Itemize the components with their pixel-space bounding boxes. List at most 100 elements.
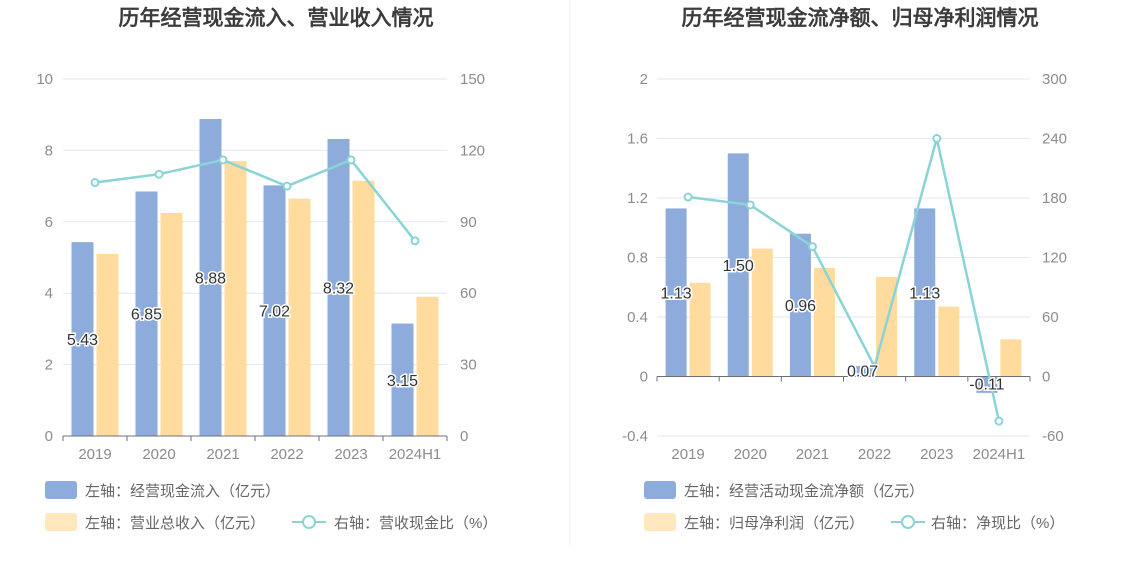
left-tick-label: 1.2 — [627, 190, 648, 207]
legend-label: 左轴：归母净利润（亿元） — [684, 515, 864, 532]
bar-2019-series-1[interactable] — [665, 208, 687, 377]
left-tick-label: 0 — [640, 369, 648, 386]
bar-2020-series-2[interactable] — [751, 248, 773, 377]
x-tick-label: 2022 — [858, 446, 891, 463]
bar-2020-series-1[interactable] — [135, 191, 158, 436]
data-label-2022: 0.07 — [847, 364, 878, 381]
left-tick-label: 0.4 — [627, 309, 648, 326]
bar-2024H1-series-2[interactable] — [416, 296, 439, 436]
right-tick-label: 60 — [460, 285, 477, 302]
legend-label: 左轴：经营现金流入（亿元） — [85, 483, 280, 500]
chart-title: 历年经营现金流入、营业收入情况 — [119, 6, 434, 30]
ratio-point-2024H1[interactable] — [994, 416, 1004, 426]
ratio-point-2020[interactable] — [745, 200, 755, 210]
right-tick-label: 120 — [460, 142, 485, 159]
ratio-line-path — [687, 138, 1001, 422]
data-labels: 5.43 6.85 8.88 7.02 8.32 3.15 — [65, 269, 419, 391]
x-tick-label: 2020 — [142, 446, 175, 463]
ratio-point-2021[interactable] — [807, 242, 817, 252]
chart-panel-net-cash-profit: 历年经营现金流净额、归母净利润情况 -0.4 0 0.4 0.8 1.2 1.6 2 -60… — [622, 6, 1067, 532]
bar-2020-series-1[interactable] — [727, 153, 749, 377]
legend-item-revenue[interactable]: 左轴：营业总收入（亿元） — [45, 513, 265, 532]
x-tick-label: 2024H1 — [973, 446, 1026, 463]
ratio-line — [683, 134, 1004, 426]
bar-2023-series-2[interactable] — [938, 306, 960, 377]
data-label-2021: 8.88 — [195, 270, 226, 287]
bar-2022-series-2[interactable] — [288, 198, 311, 436]
ratio-point-2023[interactable] — [932, 134, 942, 143]
right-tick-label: -60 — [1042, 428, 1064, 445]
legend-item-cash-inflow[interactable]: 左轴：经营现金流入（亿元） — [45, 481, 280, 500]
left-tick-label: 2 — [640, 71, 648, 88]
right-tick-label: 0 — [1042, 369, 1050, 386]
bar-2022-series-1[interactable] — [263, 185, 286, 436]
legend-label: 右轴：净现比（%） — [931, 515, 1064, 532]
legend: 左轴：经营活动现金流净额（亿元） 左轴：归母净利润（亿元） 右轴：净现比（%） — [644, 481, 1064, 532]
x-tick-label: 2023 — [920, 446, 953, 463]
data-label-2024H1: -0.11 — [969, 377, 1004, 394]
bar-2024H1-series-2[interactable] — [1000, 339, 1022, 377]
right-tick-label: 90 — [460, 214, 477, 231]
left-tick-label: 4 — [45, 285, 53, 302]
ratio-line-path — [94, 158, 416, 242]
bar-2019-series-2[interactable] — [96, 253, 119, 436]
legend-item-net-cash[interactable]: 左轴：经营活动现金流净额（亿元） — [644, 481, 924, 500]
left-tick-label: -0.4 — [622, 428, 648, 445]
x-tick-label: 2019 — [671, 446, 704, 463]
data-label-2020: 6.85 — [131, 307, 162, 324]
x-axis: 2019 2020 2021 2022 2023 2024H1 — [656, 376, 1031, 463]
legend-swatch — [45, 513, 77, 531]
legend-swatch — [45, 481, 77, 499]
ratio-line — [90, 155, 420, 246]
data-labels: 1.13 1.50 0.96 0.07 1.13 -0.11 — [659, 256, 1006, 395]
ratio-point-2020[interactable] — [154, 169, 164, 179]
x-axis: 2019 2020 2021 2022 2023 2024H1 — [62, 435, 448, 463]
data-label-2023: 1.13 — [909, 285, 940, 302]
right-tick-label: 180 — [1042, 190, 1067, 207]
x-tick-label: 2024H1 — [389, 446, 442, 463]
legend-label: 左轴：经营活动现金流净额（亿元） — [684, 483, 924, 500]
ratio-point-2022[interactable] — [870, 362, 880, 372]
bars — [665, 153, 1022, 393]
left-tick-label: 10 — [36, 71, 53, 88]
legend-marker — [901, 515, 915, 529]
x-tick-label: 2022 — [270, 446, 303, 463]
legend: 左轴：经营现金流入（亿元） 左轴：营业总收入（亿元） 右轴：营收现金比（%） — [45, 481, 497, 532]
bar-2019-series-1[interactable] — [71, 242, 94, 436]
left-tick-label: 0.8 — [627, 250, 648, 267]
bar-2021-series-1[interactable] — [199, 118, 222, 436]
ratio-point-2021[interactable] — [218, 155, 228, 165]
chart-title: 历年经营现金流净额、归母净利润情况 — [682, 6, 1039, 30]
data-label-2019: 5.43 — [67, 332, 98, 349]
bar-2023-series-1[interactable] — [327, 138, 350, 436]
right-tick-label: 240 — [1042, 131, 1067, 148]
ratio-point-2022[interactable] — [282, 181, 292, 191]
legend-item-net-cash-ratio[interactable]: 右轴：净现比（%） — [891, 515, 1064, 532]
x-tick-label: 2021 — [796, 446, 829, 463]
bar-2022-series-1[interactable] — [852, 366, 874, 377]
bar-2020-series-2[interactable] — [160, 212, 183, 436]
legend-item-ratio[interactable]: 右轴：营收现金比（%） — [292, 515, 497, 532]
bar-2021-series-2[interactable] — [224, 161, 247, 437]
left-axis-ticks: 0 2 4 6 8 10 — [36, 71, 53, 445]
ratio-point-2024H1[interactable] — [410, 236, 420, 246]
right-tick-label: 30 — [460, 357, 477, 374]
bar-2021-series-2[interactable] — [813, 267, 835, 377]
data-label-2022: 7.02 — [259, 304, 290, 321]
bar-2019-series-2[interactable] — [689, 282, 711, 377]
bar-2024H1-series-1[interactable] — [391, 323, 414, 436]
left-tick-label: 6 — [45, 214, 53, 231]
legend-item-net-profit[interactable]: 左轴：归母净利润（亿元） — [644, 513, 864, 532]
right-axis-ticks: -60 0 60 120 180 240 300 — [1042, 71, 1067, 445]
bar-2021-series-1[interactable] — [789, 233, 811, 377]
data-label-2020: 1.50 — [723, 258, 754, 275]
bar-2023-series-1[interactable] — [914, 208, 936, 377]
ratio-point-2023[interactable] — [346, 155, 356, 165]
ratio-point-2019[interactable] — [90, 178, 100, 188]
right-tick-label: 150 — [460, 71, 485, 88]
bar-2023-series-2[interactable] — [352, 180, 375, 436]
legend-swatch — [644, 481, 676, 499]
x-tick-label: 2021 — [206, 446, 239, 463]
ratio-point-2019[interactable] — [683, 192, 693, 202]
